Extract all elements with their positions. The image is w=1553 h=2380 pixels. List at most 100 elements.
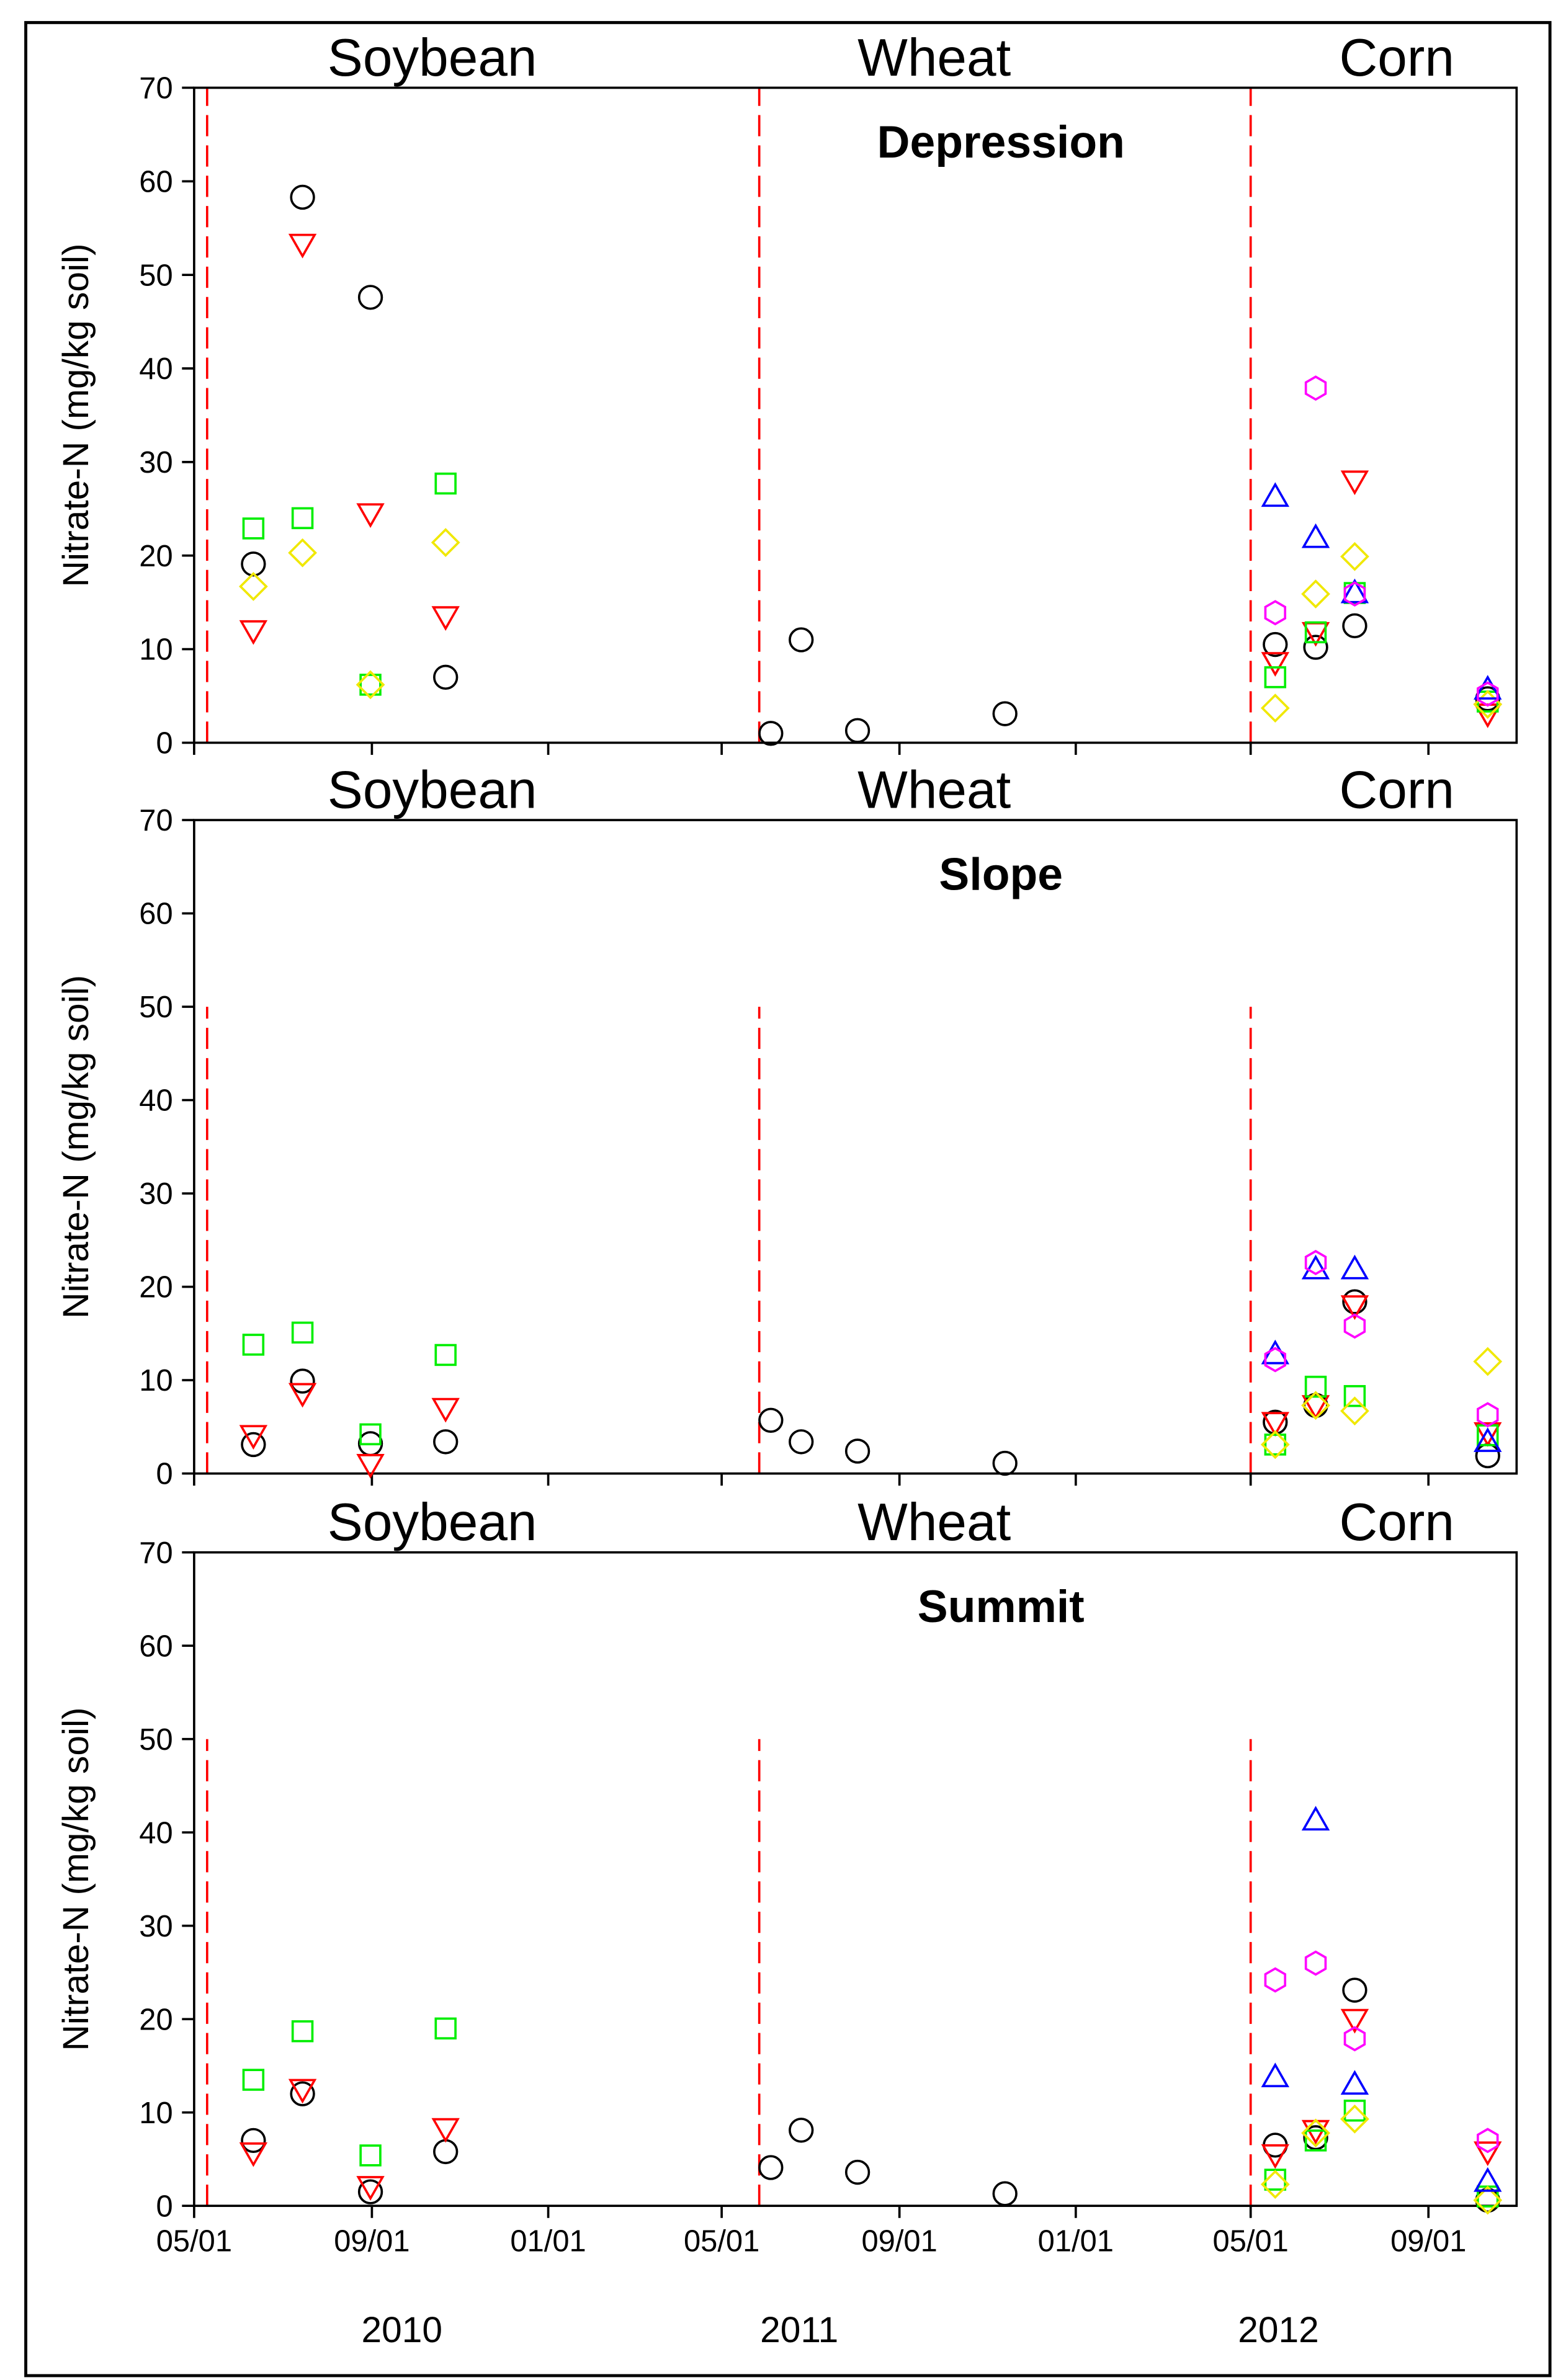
y-tick-label: 20: [139, 1271, 172, 1304]
marker-triangle-down: [239, 2142, 268, 2167]
marker-triangle-down: [288, 233, 317, 259]
marker-circle: [844, 1438, 870, 1464]
marker-circle: [758, 1407, 784, 1433]
marker-hexagon: [1343, 581, 1366, 607]
marker-triangle-up: [1261, 482, 1290, 507]
y-tick-label: 50: [139, 259, 172, 292]
marker-diamond: [1301, 1391, 1330, 1420]
y-tick-label: 20: [139, 2003, 172, 2036]
crop-label: Soybean: [328, 761, 537, 820]
marker-triangle-up: [1301, 1254, 1330, 1280]
marker-circle: [789, 1429, 814, 1455]
marker-triangle-up: [1301, 1806, 1330, 1831]
marker-circle: [844, 718, 870, 743]
marker-square: [434, 2017, 457, 2039]
marker-triangle-down: [1340, 1295, 1369, 1320]
y-tick-label: 60: [139, 1629, 172, 1663]
marker-diamond: [1260, 2170, 1290, 2199]
year-label: 2011: [760, 2310, 838, 2350]
y-tick-label: 40: [139, 352, 172, 386]
marker-circle: [433, 1429, 459, 1455]
marker-diamond: [1473, 2185, 1503, 2215]
marker-circle: [290, 2081, 315, 2106]
plot-frame: [193, 1551, 1518, 2208]
marker-diamond: [288, 538, 317, 568]
y-tick-label: 0: [156, 727, 172, 760]
marker-triangle-down: [1474, 1422, 1502, 1447]
marker-triangle-down: [1340, 470, 1369, 496]
x-tick-label: 05/01: [156, 2225, 232, 2258]
y-tick-label: 30: [139, 446, 172, 479]
marker-triangle-up: [1340, 578, 1369, 604]
marker-diamond: [1260, 693, 1290, 723]
marker-diamond: [356, 670, 385, 700]
y-tick-label: 50: [139, 991, 172, 1024]
marker-circle: [789, 627, 814, 653]
y-tick-label: 10: [139, 633, 172, 667]
marker-diamond: [1340, 1396, 1369, 1426]
marker-square: [1343, 1384, 1366, 1407]
marker-diamond: [1340, 542, 1369, 571]
marker-circle: [1342, 613, 1367, 639]
x-tick-label: 09/01: [861, 2225, 937, 2258]
marker-square: [1304, 2129, 1327, 2152]
year-label: 2010: [361, 2310, 442, 2350]
y-tick-label: 0: [156, 1458, 172, 1491]
marker-triangle-up: [1474, 1427, 1502, 1452]
panel-title: Slope: [939, 849, 1063, 900]
marker-diamond: [1301, 2118, 1330, 2148]
marker-triangle-down: [288, 1383, 317, 1408]
marker-circle: [241, 1432, 266, 1458]
x-tick-label: 01/01: [1038, 2225, 1114, 2258]
panel-title: Depression: [877, 117, 1125, 167]
marker-circle: [1342, 1977, 1367, 2003]
marker-circle: [992, 701, 1018, 726]
marker-triangle-down: [1340, 2008, 1369, 2034]
crop-label: Corn: [1340, 761, 1454, 820]
y-tick-label: 20: [139, 540, 172, 573]
marker-triangle-down: [1261, 2144, 1290, 2169]
marker-square: [291, 2020, 314, 2043]
y-tick-label: 0: [156, 2190, 172, 2223]
marker-triangle-up: [1340, 2070, 1369, 2095]
crop-label: Soybean: [328, 29, 537, 87]
marker-hexagon: [1264, 600, 1287, 626]
marker-triangle-down: [239, 620, 268, 645]
marker-square: [434, 472, 457, 495]
marker-square: [1264, 666, 1287, 689]
crop-label: Wheat: [857, 1493, 1011, 1552]
marker-circle: [789, 2118, 814, 2143]
marker-circle: [357, 285, 383, 310]
marker-square: [1264, 1433, 1287, 1456]
crop-label: Wheat: [857, 29, 1011, 87]
marker-square: [359, 2144, 382, 2167]
marker-triangle-down: [356, 503, 385, 528]
marker-triangle-down: [431, 606, 460, 631]
marker-diamond: [1340, 2104, 1369, 2134]
marker-diamond: [239, 572, 268, 601]
marker-circle: [1303, 2125, 1328, 2150]
marker-circle: [241, 2128, 266, 2154]
x-tick-label: 09/01: [334, 2225, 410, 2258]
marker-triangle-down: [431, 1397, 460, 1423]
marker-square: [359, 1423, 382, 1446]
marker-square: [434, 1344, 457, 1366]
marker-square: [1264, 2168, 1287, 2191]
marker-triangle-down: [1261, 652, 1290, 677]
marker-hexagon: [1304, 1250, 1327, 1275]
marker-circle: [1263, 631, 1288, 657]
y-tick-label: 30: [139, 1910, 172, 1943]
marker-circle: [758, 2155, 784, 2180]
marker-circle: [1342, 1289, 1367, 1314]
marker-square: [1304, 1375, 1327, 1398]
crop-label: Corn: [1340, 29, 1454, 87]
marker-hexagon: [1343, 1313, 1366, 1339]
marker-square: [242, 2069, 265, 2091]
marker-square: [1304, 621, 1327, 644]
marker-square: [291, 507, 314, 530]
y-tick-label: 60: [139, 165, 172, 198]
y-tick-label: 30: [139, 1177, 172, 1211]
marker-diamond: [1301, 579, 1330, 608]
marker-hexagon: [1264, 1967, 1287, 1993]
marker-circle: [992, 1450, 1018, 1476]
